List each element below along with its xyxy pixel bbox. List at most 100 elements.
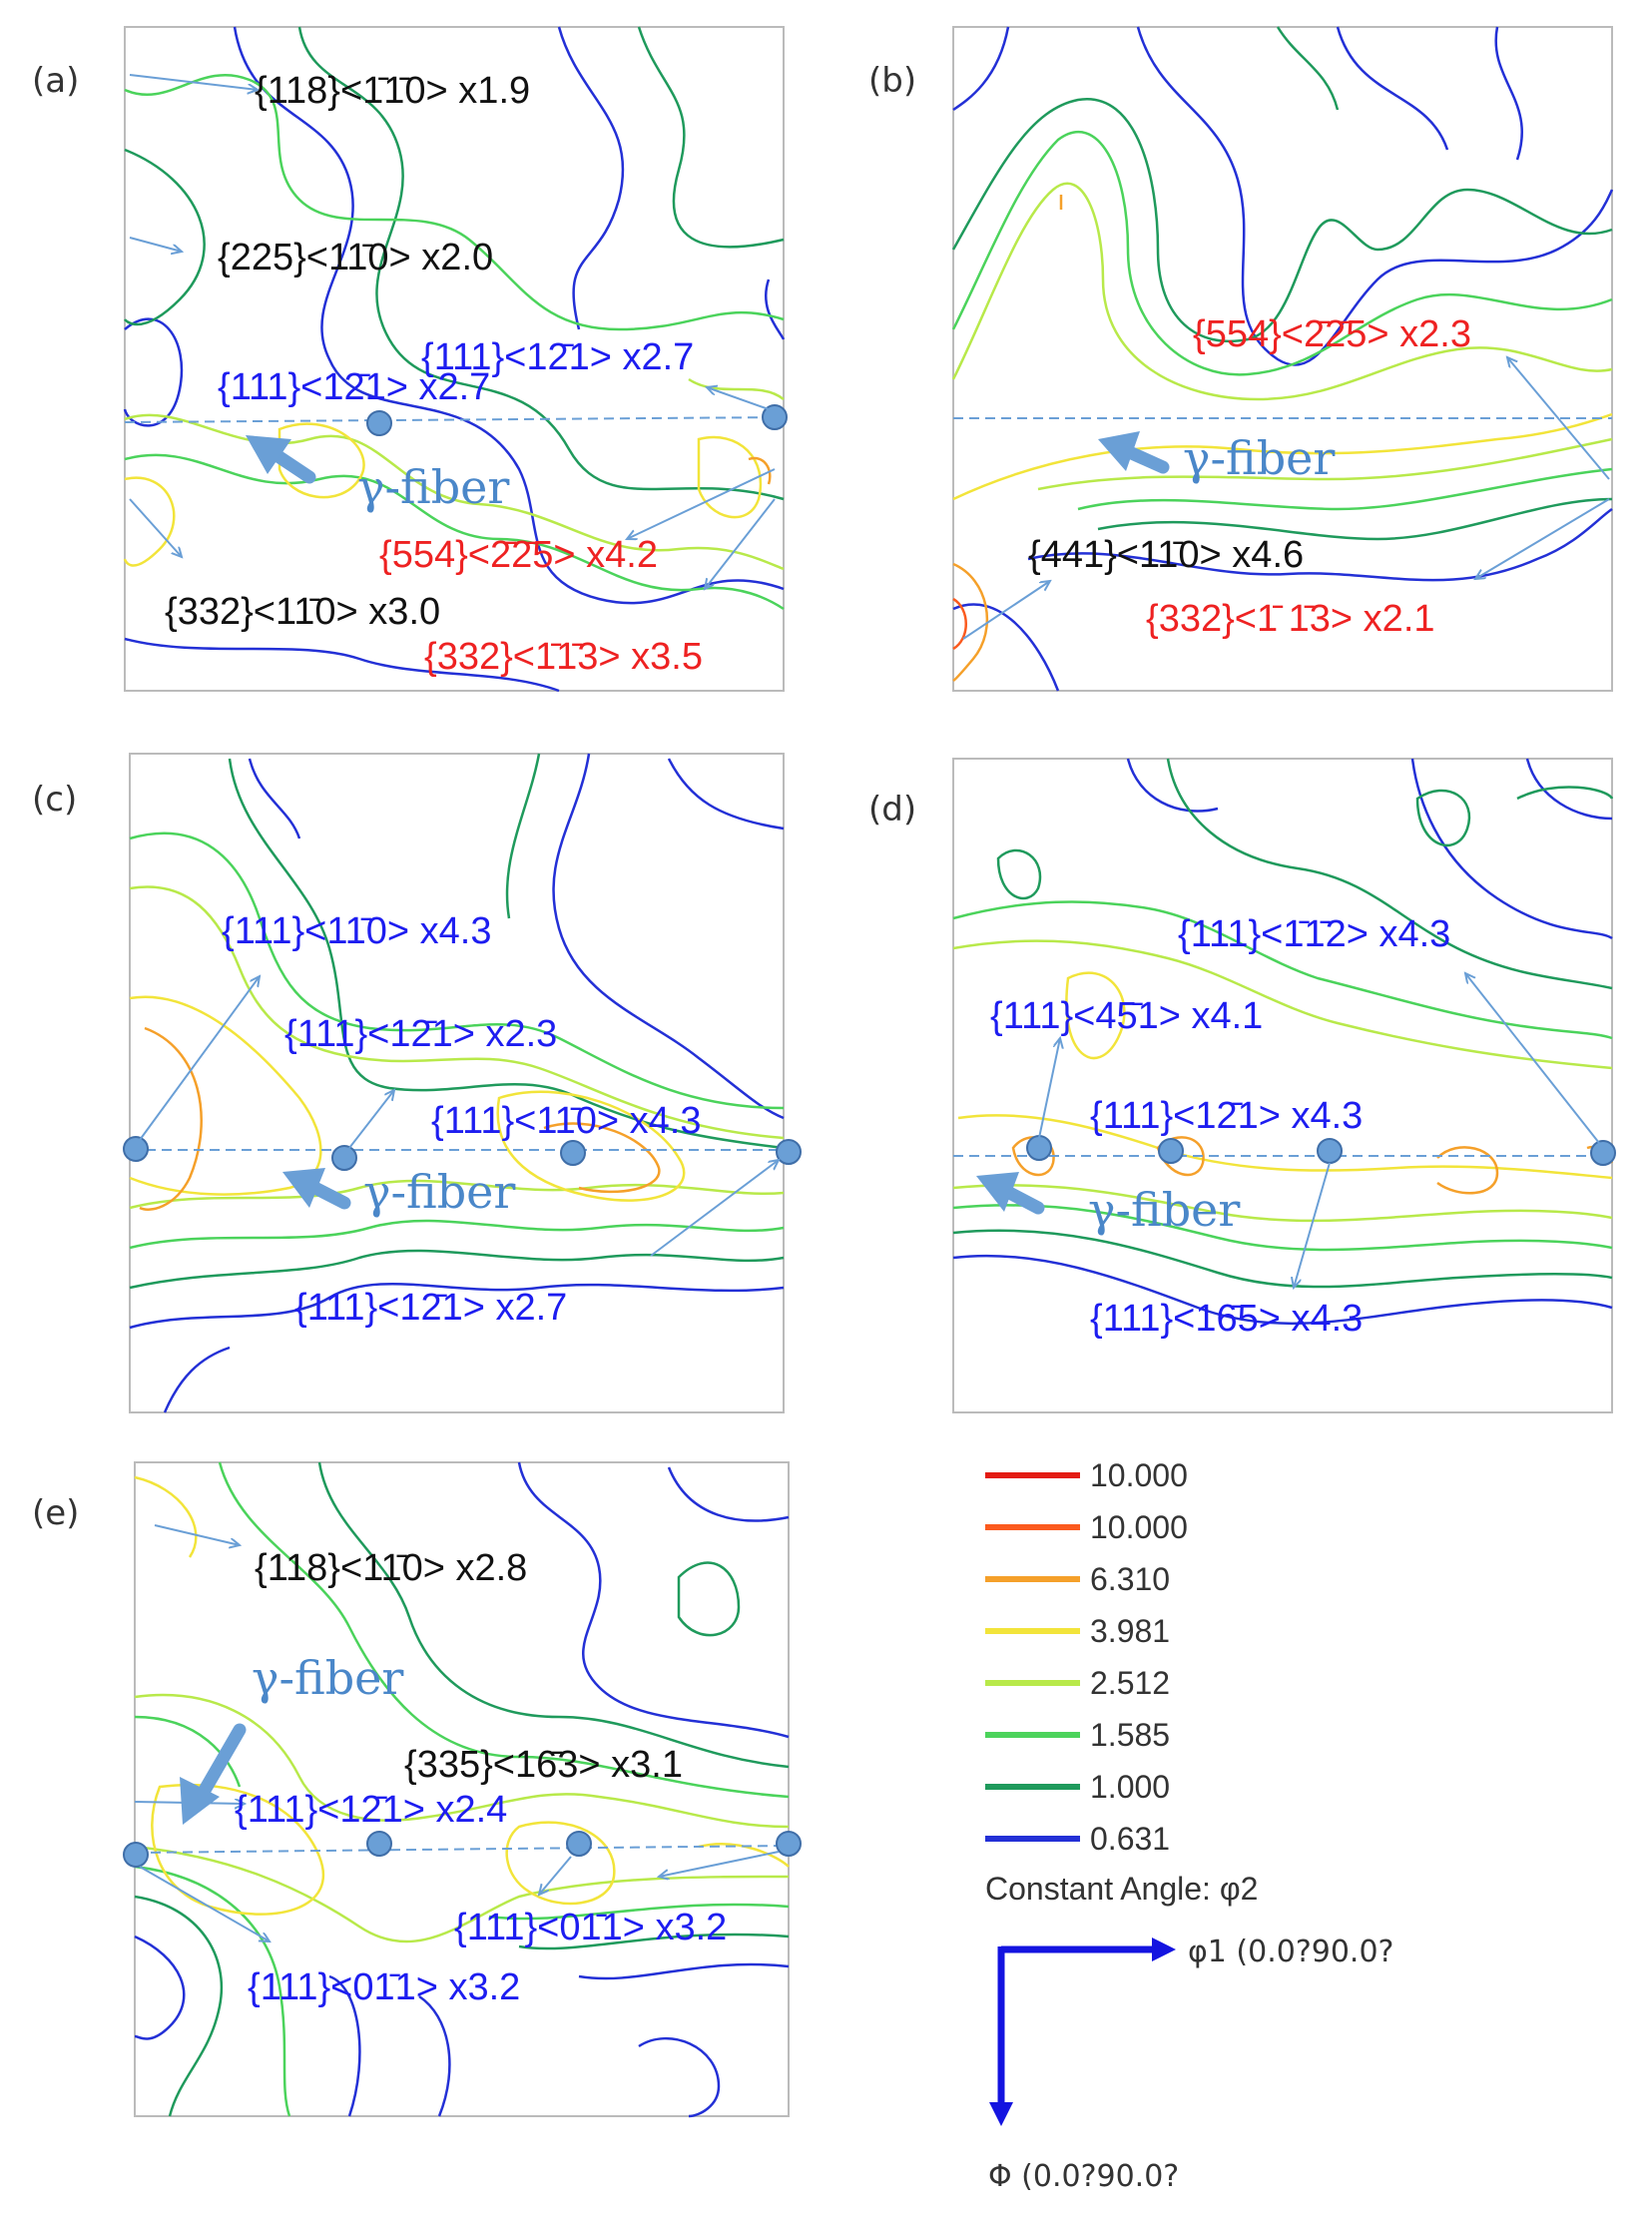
contour-line <box>952 597 967 651</box>
contour-line <box>957 1114 1613 1180</box>
gamma-fiber-arrow <box>246 435 316 484</box>
contour-line <box>1136 26 1614 366</box>
legend-entry: 3.981 <box>985 1613 1170 1649</box>
contour-line <box>1077 467 1613 511</box>
contour-line <box>496 1090 686 1202</box>
contour-line <box>952 900 1613 1040</box>
contour-line <box>124 453 785 611</box>
fiber-line <box>134 1845 790 1854</box>
contour-line <box>1011 1136 1055 1177</box>
contour-line <box>129 995 322 1196</box>
contour-line <box>129 1219 785 1250</box>
fiber-marker <box>1317 1138 1343 1164</box>
contour-line <box>328 1974 361 2117</box>
annotation-label: {111}<11̄0> x4.3 <box>222 910 492 952</box>
contour-line <box>557 26 625 330</box>
annotation-label: {335}<16̄3> x3.1 <box>404 1744 683 1786</box>
contour-line <box>748 456 772 485</box>
legend-entry: 0.631 <box>985 1821 1170 1857</box>
annotation-arrow <box>1507 357 1610 480</box>
fiber-marker <box>366 410 392 436</box>
contour-line <box>688 377 785 400</box>
contour-line <box>124 637 560 693</box>
annotation-label: {111}<16̄5> x4.3 <box>1090 1298 1363 1340</box>
phi1-axis-label: φ1 (0.0?90.0? <box>1188 1935 1393 1969</box>
panel-b-contours <box>951 26 1614 692</box>
annotation-arrow <box>1294 1162 1331 1288</box>
panel-c-contours <box>129 753 785 1413</box>
contour-line <box>1166 758 1613 990</box>
fiber-marker <box>560 1140 586 1166</box>
contour-line <box>233 26 785 605</box>
fiber-marker <box>366 1831 392 1857</box>
legend-value: 1.000 <box>1090 1769 1170 1805</box>
annotation-label: {111}<11̄0> x4.3 <box>431 1100 702 1142</box>
contour-line <box>277 422 365 499</box>
contour-line <box>1156 1136 1205 1177</box>
annotation-label: {441}<11̄0> x4.6 <box>1028 534 1304 576</box>
fiber-marker <box>776 1139 802 1165</box>
contour-line <box>139 1026 203 1211</box>
annotation-arrow <box>962 581 1050 640</box>
contour-line <box>517 1461 790 1739</box>
contour-line <box>129 885 785 1140</box>
contour-line <box>134 1693 790 1829</box>
contour-line <box>952 603 1060 692</box>
panel-c-frame <box>129 753 785 1413</box>
contour-line <box>124 148 206 326</box>
panel-d-frame <box>952 758 1613 1413</box>
contour-line <box>248 758 301 839</box>
panel-label-c: (c) <box>32 780 77 820</box>
gamma-fiber-arrow <box>282 1168 351 1210</box>
legend-entry: 10.000 <box>985 1457 1188 1493</box>
annotation-label: {332}<11̄0> x3.0 <box>165 591 440 633</box>
panel-a-contours <box>123 26 786 693</box>
annotation-arrow <box>1038 1038 1060 1139</box>
annotation-label: {332}<1̄ 1̄3> x2.1 <box>1146 598 1435 640</box>
panel-a: (a) <box>32 26 788 693</box>
annotation-label: {111}<45̄1> x4.1 <box>990 995 1263 1037</box>
fiber-marker <box>566 1831 592 1857</box>
annotation-arrow <box>1465 973 1600 1144</box>
contour-line <box>952 1184 1613 1223</box>
fiber-label-b: γ-fiber <box>1183 431 1335 485</box>
panel-b-frame <box>952 26 1613 692</box>
annotation-arrow <box>139 1866 270 1942</box>
panel-label-e: (e) <box>32 1493 79 1533</box>
contour-line <box>667 758 785 831</box>
contour-line <box>1494 26 1523 161</box>
annotation-arrow <box>707 387 770 410</box>
annotation-arrow <box>129 498 182 557</box>
annotation-arrow <box>139 976 260 1141</box>
phi-axis-label: Φ (0.0?90.0? <box>988 2159 1179 2194</box>
contour-line <box>129 1249 785 1290</box>
contour-line <box>124 73 785 331</box>
contour-line <box>129 1283 785 1330</box>
panel-label-b: (b) <box>868 61 916 101</box>
annotation-label: {111}<12̄1> x2.7 <box>218 366 490 408</box>
annotation-label: {111}<1̄1̄2> x4.3 <box>1178 913 1450 955</box>
fiber-line <box>124 416 785 423</box>
legend-value: 2.512 <box>1090 1665 1170 1701</box>
contour-line <box>297 26 785 501</box>
contour-line <box>1415 789 1471 846</box>
contour-line <box>218 1461 790 1799</box>
contour-line <box>552 753 785 1120</box>
contour-line <box>638 2036 721 2118</box>
gamma-fiber-arrow <box>1098 431 1170 474</box>
annotation-arrow <box>129 237 182 252</box>
annotation-arrow <box>627 468 776 539</box>
annotation-label: {111}<12̄1> x2.4 <box>235 1789 507 1831</box>
contour-line <box>951 98 1613 343</box>
annotation-arrow <box>705 498 776 589</box>
annotation-arrow <box>1475 498 1610 579</box>
contour-line <box>1065 971 1126 1060</box>
contour-line <box>951 182 1613 401</box>
legend: 10.000 10.000 6.310 3.981 2.512 1.585 1.… <box>985 1457 1258 1907</box>
legend-entry: 1.000 <box>985 1769 1170 1805</box>
contour-line <box>134 1475 198 1558</box>
legend-value: 6.310 <box>1090 1561 1170 1597</box>
constant-angle-label: Constant Angle: φ2 <box>985 1871 1258 1907</box>
contour-line <box>677 1561 741 1637</box>
thin-arrows <box>129 74 776 589</box>
